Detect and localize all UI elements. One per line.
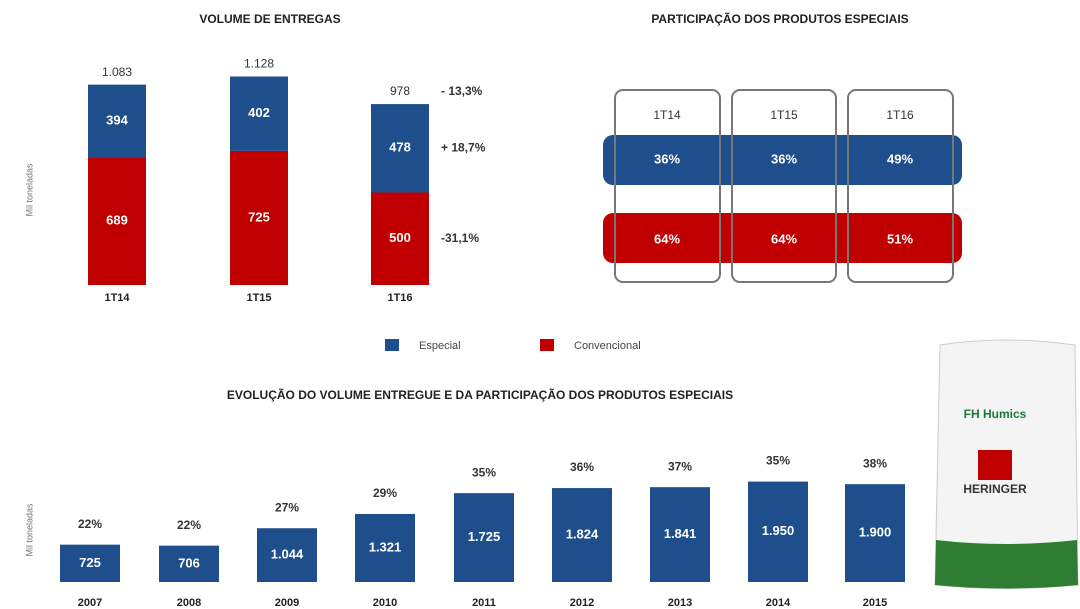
value-label: 402 xyxy=(248,105,270,120)
brand: FH Humics xyxy=(964,407,1027,421)
product-bag: FH Humics HERINGER xyxy=(935,340,1078,589)
x-tick-label: 2009 xyxy=(275,597,299,609)
chart-title: VOLUME DE ENTREGAS xyxy=(199,12,340,26)
x-tick-label: 1T14 xyxy=(104,292,130,304)
value-label: 725 xyxy=(248,209,270,224)
share-label: 38% xyxy=(863,456,887,470)
share-label: 22% xyxy=(177,518,201,532)
value-label: 1.841 xyxy=(664,526,697,541)
slide: PARTICIPAÇÃO DOS PRODUTOS ESPECIAIS 1T14… xyxy=(0,0,1080,609)
value-label: 689 xyxy=(106,213,128,228)
change-annotation: + 18,7% xyxy=(441,140,486,154)
maker: HERINGER xyxy=(963,482,1027,496)
cell: 51% xyxy=(887,231,913,246)
change-annotation: -31,1% xyxy=(441,231,479,245)
x-tick-label: 2013 xyxy=(668,597,692,609)
value-label: 706 xyxy=(178,555,200,570)
x-tick-label: 1T15 xyxy=(246,292,271,304)
y-axis-label: Mil toneladas xyxy=(24,503,34,557)
share-label: 35% xyxy=(472,465,496,479)
change-annotation: - 13,3% xyxy=(441,84,483,98)
cell: 64% xyxy=(654,231,680,246)
share-label: 35% xyxy=(766,454,790,468)
share-label: 29% xyxy=(373,486,397,500)
column-header: 1T15 xyxy=(770,108,798,122)
total-label: 978 xyxy=(390,84,410,98)
share-label: 22% xyxy=(78,517,102,531)
share-label: 36% xyxy=(570,460,594,474)
value-label: 394 xyxy=(106,113,128,128)
value-label: 1.725 xyxy=(468,529,501,544)
cell: 64% xyxy=(771,231,797,246)
value-label: 1.950 xyxy=(762,523,795,538)
value-label: 500 xyxy=(389,230,411,245)
x-tick-label: 2015 xyxy=(863,597,887,609)
chart-title: EVOLUÇÃO DO VOLUME ENTREGUE E DA PARTICI… xyxy=(227,387,733,402)
column-header: 1T16 xyxy=(886,108,914,122)
table-title: PARTICIPAÇÃO DOS PRODUTOS ESPECIAIS xyxy=(651,11,908,26)
x-tick-label: 2014 xyxy=(766,597,791,609)
legend-label: Convencional xyxy=(574,340,641,352)
x-tick-label: 2008 xyxy=(177,597,201,609)
value-label: 1.824 xyxy=(566,526,599,541)
legend-swatch xyxy=(540,339,554,351)
cell: 36% xyxy=(771,151,797,166)
x-tick-label: 2010 xyxy=(373,597,397,609)
legend-swatch xyxy=(385,339,399,351)
x-tick-label: 2012 xyxy=(570,597,594,609)
cell: 36% xyxy=(654,151,680,166)
value-label: 478 xyxy=(389,140,411,155)
share-table: PARTICIPAÇÃO DOS PRODUTOS ESPECIAIS 1T14… xyxy=(603,11,962,282)
value-label: 1.321 xyxy=(369,539,402,554)
share-label: 27% xyxy=(275,500,299,514)
bag-bottom xyxy=(935,540,1078,589)
share-label: 37% xyxy=(668,459,692,473)
total-label: 1.128 xyxy=(244,56,274,70)
x-tick-label: 2011 xyxy=(472,597,496,609)
x-tick-label: 2007 xyxy=(78,597,102,609)
total-label: 1.083 xyxy=(102,65,132,79)
y-axis-label: Mil toneladas xyxy=(24,163,34,217)
x-tick-label: 1T16 xyxy=(387,292,412,304)
value-label: 1.044 xyxy=(271,547,304,562)
cell: 49% xyxy=(887,151,913,166)
value-label: 725 xyxy=(79,555,101,570)
legend-label: Especial xyxy=(419,340,461,352)
column-header: 1T14 xyxy=(653,108,681,122)
value-label: 1.900 xyxy=(859,525,892,540)
logo xyxy=(978,450,1012,480)
